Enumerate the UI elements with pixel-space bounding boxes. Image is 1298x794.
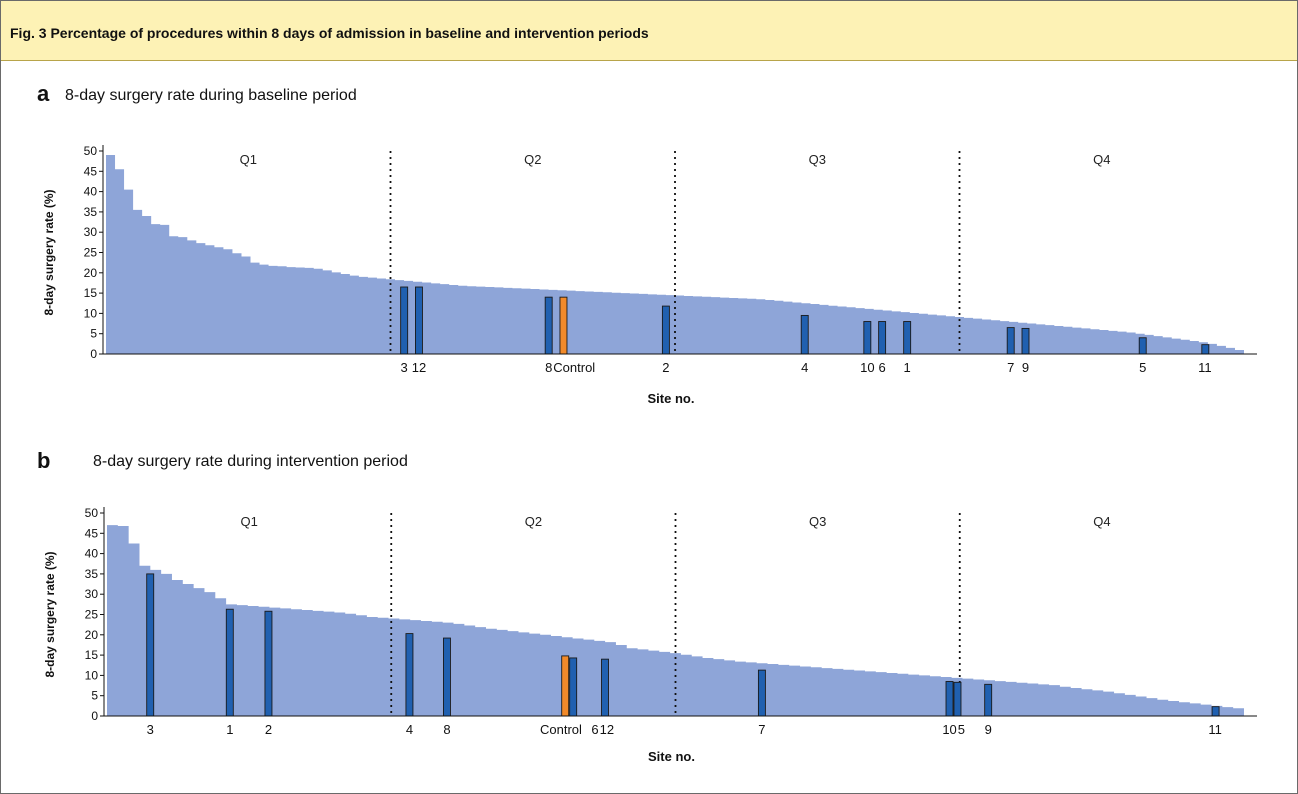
panel-b-site-label-9: 9 bbox=[985, 722, 992, 737]
figure-title: Fig. 3 Percentage of procedures within 8… bbox=[10, 25, 649, 41]
panel-a-quartile-label-q1: Q1 bbox=[240, 152, 257, 167]
panel-b-y-tick-label-20: 20 bbox=[85, 628, 99, 642]
panel-a-control-label: Control bbox=[553, 360, 595, 375]
panel-a-y-tick-label-15: 15 bbox=[84, 286, 98, 300]
panel-b-site-label-1: 1 bbox=[226, 722, 233, 737]
panel-b-site-label-7: 7 bbox=[758, 722, 765, 737]
panel-a-site-bar-5 bbox=[1138, 337, 1147, 355]
panel-a-site-label-5: 5 bbox=[1139, 360, 1146, 375]
panel-b-y-tick-label-35: 35 bbox=[85, 567, 99, 581]
panel-b-site-label-10: 10 bbox=[942, 722, 956, 737]
panel-b-y-tick-label-50: 50 bbox=[85, 506, 99, 520]
panel-a-site-label-10: 10 bbox=[860, 360, 874, 375]
panel-a-site-bar-12 bbox=[415, 286, 423, 355]
panel-a-title: 8-day surgery rate during baseline perio… bbox=[65, 87, 357, 104]
panel-b-site-label-5: 5 bbox=[958, 722, 965, 737]
panel-a-site-bar-9 bbox=[1021, 327, 1030, 355]
panel-a-y-tick-label-50: 50 bbox=[84, 144, 98, 158]
panel-b-control-bar bbox=[561, 655, 570, 717]
panel-a-quartile-label-q2: Q2 bbox=[524, 152, 541, 167]
panel-b-site-bar-8 bbox=[443, 637, 451, 717]
panel-a-site-label-11: 11 bbox=[1198, 360, 1212, 375]
panel-a-site-bar-7 bbox=[1006, 327, 1015, 355]
panel-b-y-axis-label: 8-day surgery rate (%) bbox=[43, 551, 57, 677]
panel-a-y-axis-label: 8-day surgery rate (%) bbox=[42, 189, 56, 315]
panel-a-quartile-label-q3: Q3 bbox=[809, 152, 826, 167]
panel-b-y-tick-label-40: 40 bbox=[85, 547, 99, 561]
panel-a-y-tick-label-20: 20 bbox=[84, 266, 98, 280]
panel-a-y-tick-label-0: 0 bbox=[90, 347, 97, 361]
panel-b-site-label-12: 12 bbox=[600, 722, 614, 737]
panel-b-letter: b bbox=[37, 448, 50, 473]
panel-a-site-label-9: 9 bbox=[1022, 360, 1029, 375]
panel-a-site-bar-11 bbox=[1201, 344, 1210, 355]
panel-b-site-bar-5 bbox=[953, 681, 962, 717]
panel-b-site-label-11: 11 bbox=[1208, 722, 1222, 737]
panel-b-y-tick-label-5: 5 bbox=[91, 689, 98, 703]
panel-b-site-bar-12 bbox=[601, 658, 609, 717]
panel-a-site-label-8: 8 bbox=[545, 360, 552, 375]
panel-b-y-tick-label-30: 30 bbox=[85, 587, 99, 601]
panel-a-site-label-2: 2 bbox=[662, 360, 669, 375]
panel-b-rate-profile-area bbox=[107, 525, 1244, 716]
panel-b-y-tick-label-10: 10 bbox=[85, 668, 99, 682]
panel-a-y-tick-label-5: 5 bbox=[90, 327, 97, 341]
panel-a-site-bar-2 bbox=[661, 305, 670, 355]
panel-a-y-tick-label-10: 10 bbox=[84, 306, 98, 320]
panel-a-site-bar-1 bbox=[903, 321, 912, 355]
panel-b-quartile-label-q1: Q1 bbox=[240, 514, 257, 529]
panel-a-site-bar-4 bbox=[800, 314, 809, 355]
panel-a-y-tick-label-25: 25 bbox=[84, 246, 98, 260]
panel-b-site-bar-7 bbox=[757, 669, 766, 717]
panel-a-site-bar-6 bbox=[878, 321, 887, 355]
panel-a-control-bar bbox=[559, 296, 568, 355]
panel-b-control-label: Control bbox=[540, 722, 582, 737]
panel-a-site-label-12: 12 bbox=[412, 360, 426, 375]
panel-b-title: 8-day surgery rate during intervention p… bbox=[93, 453, 408, 470]
panel-b-y-tick-label-0: 0 bbox=[91, 709, 98, 723]
panel-a-y-tick-label-40: 40 bbox=[84, 185, 98, 199]
panel-b-site-label-2: 2 bbox=[265, 722, 272, 737]
panel-b-site-bar-1 bbox=[225, 608, 234, 717]
panel-b-quartile-label-q2: Q2 bbox=[525, 514, 542, 529]
panel-b-x-axis-label: Site no. bbox=[648, 749, 695, 764]
panel-a-site-bar-3 bbox=[400, 286, 409, 355]
panel-b-y-tick-label-45: 45 bbox=[85, 526, 99, 540]
panel-a-site-label-1: 1 bbox=[904, 360, 911, 375]
panel-a-rate-profile-area bbox=[106, 155, 1244, 354]
figure-header: Fig. 3 Percentage of procedures within 8… bbox=[1, 1, 1297, 61]
panel-b-site-label-4: 4 bbox=[406, 722, 413, 737]
panel-b-site-bar-11 bbox=[1211, 706, 1220, 717]
panel-b-site-bar-10 bbox=[945, 681, 954, 717]
panel-b-site-bar-2 bbox=[264, 610, 273, 717]
panel-b-site-bar-6 bbox=[569, 657, 578, 717]
panel-a-site-label-6: 6 bbox=[879, 360, 886, 375]
panel-a-y-tick-label-35: 35 bbox=[84, 205, 98, 219]
panel-a-site-label-7: 7 bbox=[1007, 360, 1014, 375]
panel-a-y-tick-label-45: 45 bbox=[84, 164, 98, 178]
panel-b-y-tick-label-25: 25 bbox=[85, 608, 99, 622]
panel-b-site-bar-3 bbox=[146, 573, 155, 717]
panel-b-quartile-label-q4: Q4 bbox=[1093, 514, 1110, 529]
panel-a-site-label-3: 3 bbox=[401, 360, 408, 375]
panel-b-y-tick-label-15: 15 bbox=[85, 648, 99, 662]
panel-b-site-label-6: 6 bbox=[591, 722, 598, 737]
panel-a-y-tick-label-30: 30 bbox=[84, 225, 98, 239]
panel-a-letter: a bbox=[37, 81, 50, 106]
panel-b-site-bar-9 bbox=[984, 683, 993, 717]
panel-a-quartile-label-q4: Q4 bbox=[1093, 152, 1110, 167]
panel-b-site-bar-4 bbox=[405, 633, 414, 717]
panel-b-site-label-8: 8 bbox=[443, 722, 450, 737]
panel-a-x-axis-label: Site no. bbox=[648, 391, 695, 406]
panel-a-site-bar-10 bbox=[863, 321, 872, 355]
panel-a-site-bar-8 bbox=[544, 296, 553, 355]
panel-b-site-label-3: 3 bbox=[147, 722, 154, 737]
panel-b-quartile-label-q3: Q3 bbox=[809, 514, 826, 529]
panel-a-site-label-4: 4 bbox=[801, 360, 808, 375]
